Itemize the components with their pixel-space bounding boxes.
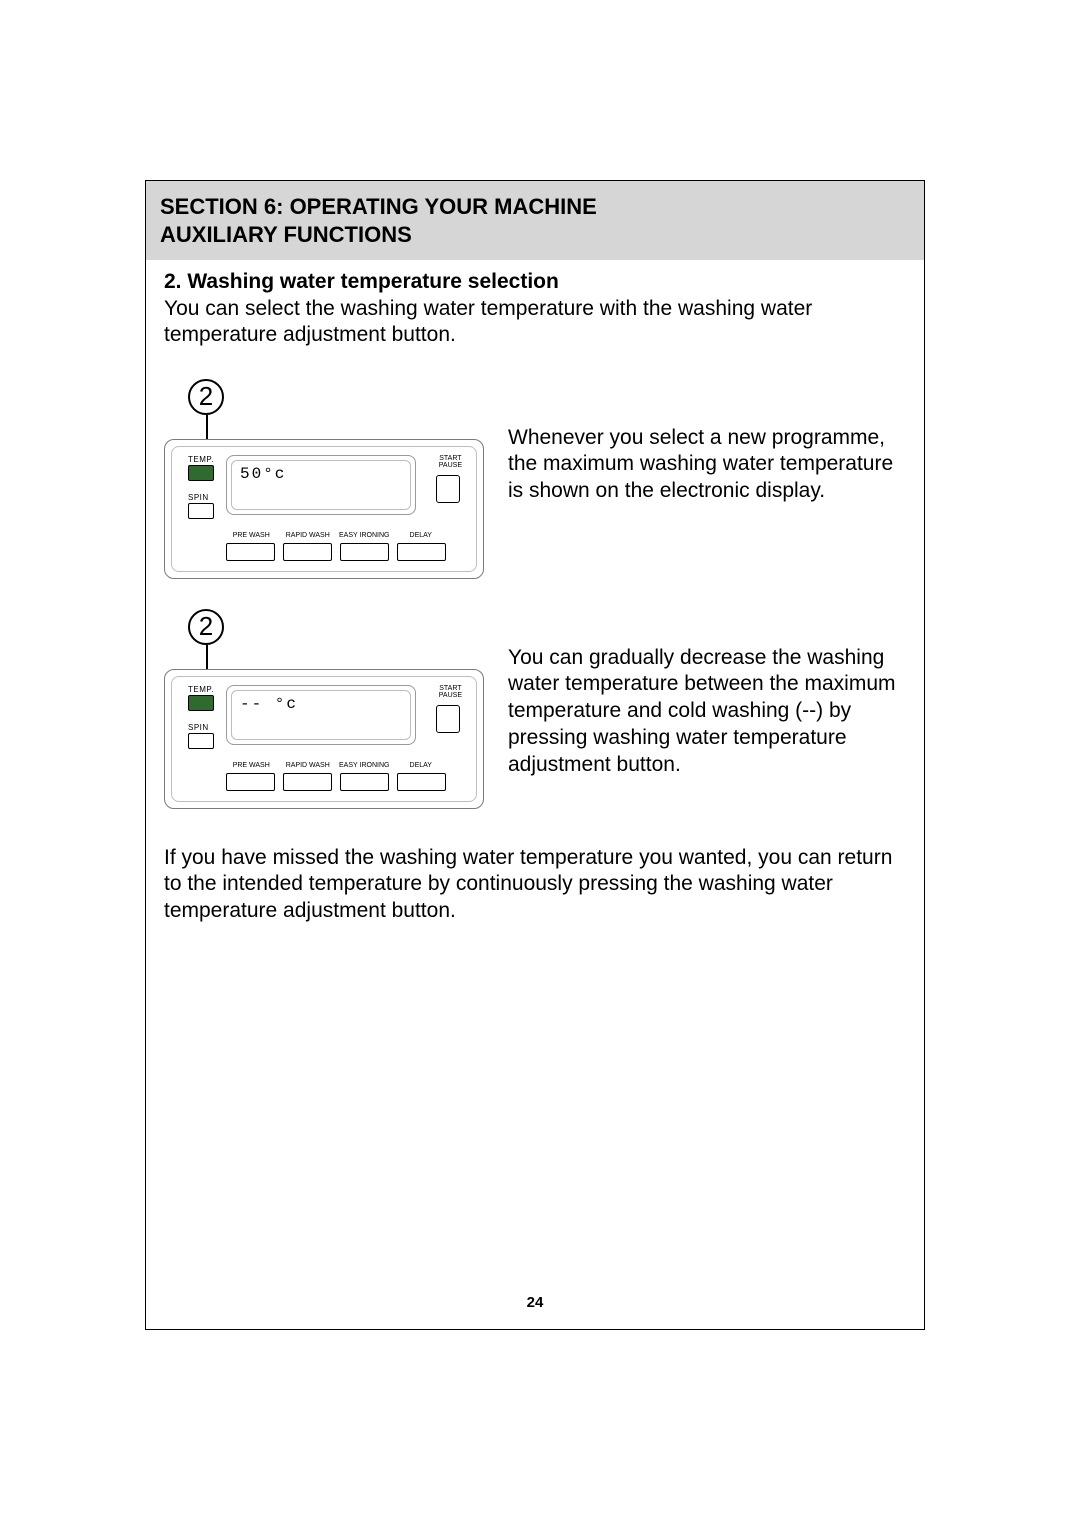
callout-number-circle: 2 xyxy=(188,379,224,415)
delay-button[interactable] xyxy=(397,773,446,791)
section-title-line1: SECTION 6: OPERATING YOUR MACHINE xyxy=(160,193,910,221)
intro-paragraph: You can select the washing water tempera… xyxy=(164,296,906,349)
easyironing-label: EASY IRONING xyxy=(339,532,390,539)
control-panel-figure-1: 2 TEMP. SPIN 50°c START PAUSE xyxy=(164,379,484,579)
delay-label: DELAY xyxy=(396,762,447,769)
callout-number-circle: 2 xyxy=(188,609,224,645)
delay-label: DELAY xyxy=(396,532,447,539)
closing-paragraph: If you have missed the washing water tem… xyxy=(164,845,906,926)
electronic-display: -- °c xyxy=(226,685,416,745)
start-pause-label: START PAUSE xyxy=(439,455,462,470)
manual-page: SECTION 6: OPERATING YOUR MACHINE AUXILI… xyxy=(145,180,925,1330)
control-panel-inner: TEMP. SPIN 50°c START PAUSE xyxy=(171,446,477,572)
aux-buttons-row xyxy=(226,773,446,791)
prewash-button[interactable] xyxy=(226,773,275,791)
start-label-line2: PAUSE xyxy=(439,692,462,699)
callout-leader-line xyxy=(206,645,208,671)
easyironing-label: EASY IRONING xyxy=(339,762,390,769)
display-value: 50°c xyxy=(231,460,411,510)
display-value: -- °c xyxy=(231,690,411,740)
figure-row-2: 2 TEMP. SPIN -- °c START PAUSE xyxy=(164,609,906,809)
rapidwash-button[interactable] xyxy=(283,773,332,791)
aux-button-labels: PRE WASH RAPID WASH EASY IRONING DELAY xyxy=(226,532,446,539)
section-title-line2: AUXILIARY FUNCTIONS xyxy=(160,221,910,249)
figure-row-1: 2 TEMP. SPIN 50°c START PAUSE xyxy=(164,379,906,579)
start-pause-button[interactable] xyxy=(436,705,460,733)
start-pause-button[interactable] xyxy=(436,475,460,503)
delay-button[interactable] xyxy=(397,543,446,561)
figure2-caption: You can gradually decrease the washing w… xyxy=(508,609,906,779)
temp-button[interactable] xyxy=(188,695,214,711)
start-pause-label: START PAUSE xyxy=(439,685,462,700)
page-number: 24 xyxy=(146,1294,924,1311)
aux-button-labels: PRE WASH RAPID WASH EASY IRONING DELAY xyxy=(226,762,446,769)
temp-button-label: TEMP. xyxy=(188,455,214,464)
control-panel: TEMP. SPIN -- °c START PAUSE xyxy=(164,669,484,809)
rapidwash-label: RAPID WASH xyxy=(283,532,334,539)
start-label-line2: PAUSE xyxy=(439,462,462,469)
rapidwash-label: RAPID WASH xyxy=(283,762,334,769)
rapidwash-button[interactable] xyxy=(283,543,332,561)
section-header: SECTION 6: OPERATING YOUR MACHINE AUXILI… xyxy=(146,181,924,260)
figure1-caption: Whenever you select a new programme, the… xyxy=(508,379,906,506)
easyironing-button[interactable] xyxy=(340,773,389,791)
easyironing-button[interactable] xyxy=(340,543,389,561)
start-label-line1: START xyxy=(439,455,461,462)
prewash-label: PRE WASH xyxy=(226,762,277,769)
start-label-line1: START xyxy=(439,685,461,692)
temp-button-label: TEMP. xyxy=(188,685,214,694)
page-body: 2. Washing water temperature selection Y… xyxy=(146,260,924,925)
spin-button-label: SPIN xyxy=(188,493,209,502)
callout-leader-line xyxy=(206,415,208,441)
spin-button[interactable] xyxy=(188,503,214,519)
spin-button[interactable] xyxy=(188,733,214,749)
subsection-title: 2. Washing water temperature selection xyxy=(164,270,906,294)
control-panel: TEMP. SPIN 50°c START PAUSE xyxy=(164,439,484,579)
control-panel-inner: TEMP. SPIN -- °c START PAUSE xyxy=(171,676,477,802)
prewash-label: PRE WASH xyxy=(226,532,277,539)
aux-buttons-row xyxy=(226,543,446,561)
control-panel-figure-2: 2 TEMP. SPIN -- °c START PAUSE xyxy=(164,609,484,809)
electronic-display: 50°c xyxy=(226,455,416,515)
temp-button[interactable] xyxy=(188,465,214,481)
spin-button-label: SPIN xyxy=(188,723,209,732)
prewash-button[interactable] xyxy=(226,543,275,561)
